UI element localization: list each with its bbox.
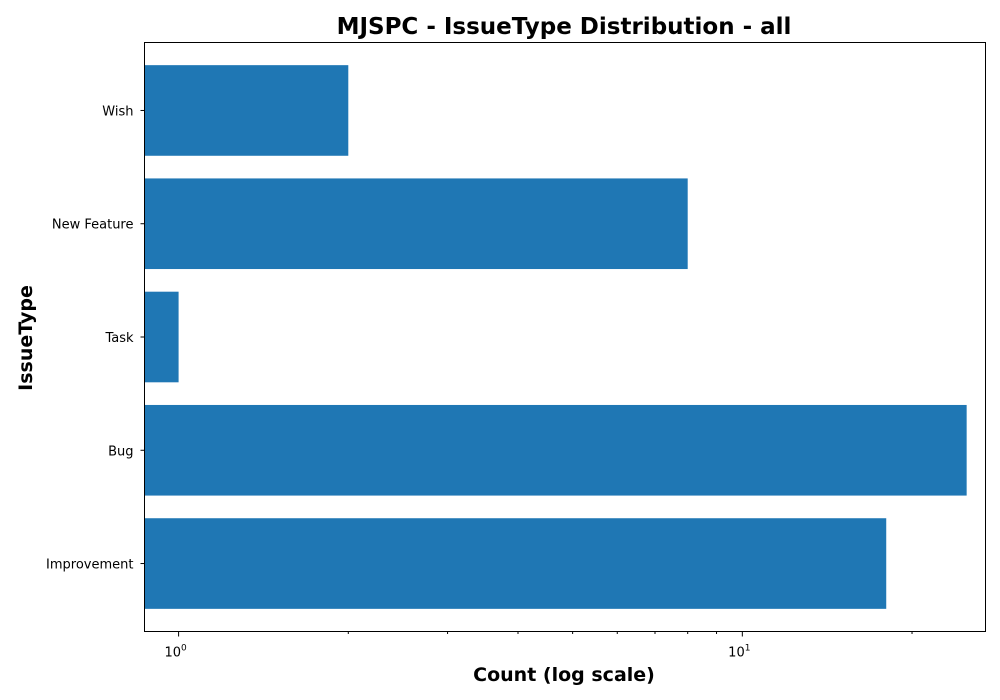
- y-tick-label: Wish: [102, 104, 133, 119]
- x-axis-label: Count (log scale): [473, 664, 655, 686]
- y-axis-ticks: Improvement Bug Task New Feature Wish: [46, 104, 145, 573]
- bar-new-feature: [144, 178, 688, 270]
- y-tick-label: Improvement: [46, 558, 133, 573]
- y-tick-label: Task: [104, 331, 134, 346]
- bar-task: [144, 291, 179, 383]
- y-tick-label: Bug: [108, 444, 133, 459]
- x-axis-ticks: 100 101: [164, 631, 913, 661]
- bar-improvement: [144, 518, 887, 609]
- y-tick-label: New Feature: [52, 218, 134, 233]
- bar-wish: [144, 65, 349, 156]
- bar-bug: [144, 404, 967, 496]
- y-axis-label: IssueType: [15, 285, 37, 391]
- x-tick-label: 100: [164, 644, 187, 661]
- x-tick-label: 101: [728, 644, 750, 661]
- bars-group: [144, 65, 967, 609]
- chart-title: MJSPC - IssueType Distribution - all: [337, 14, 792, 40]
